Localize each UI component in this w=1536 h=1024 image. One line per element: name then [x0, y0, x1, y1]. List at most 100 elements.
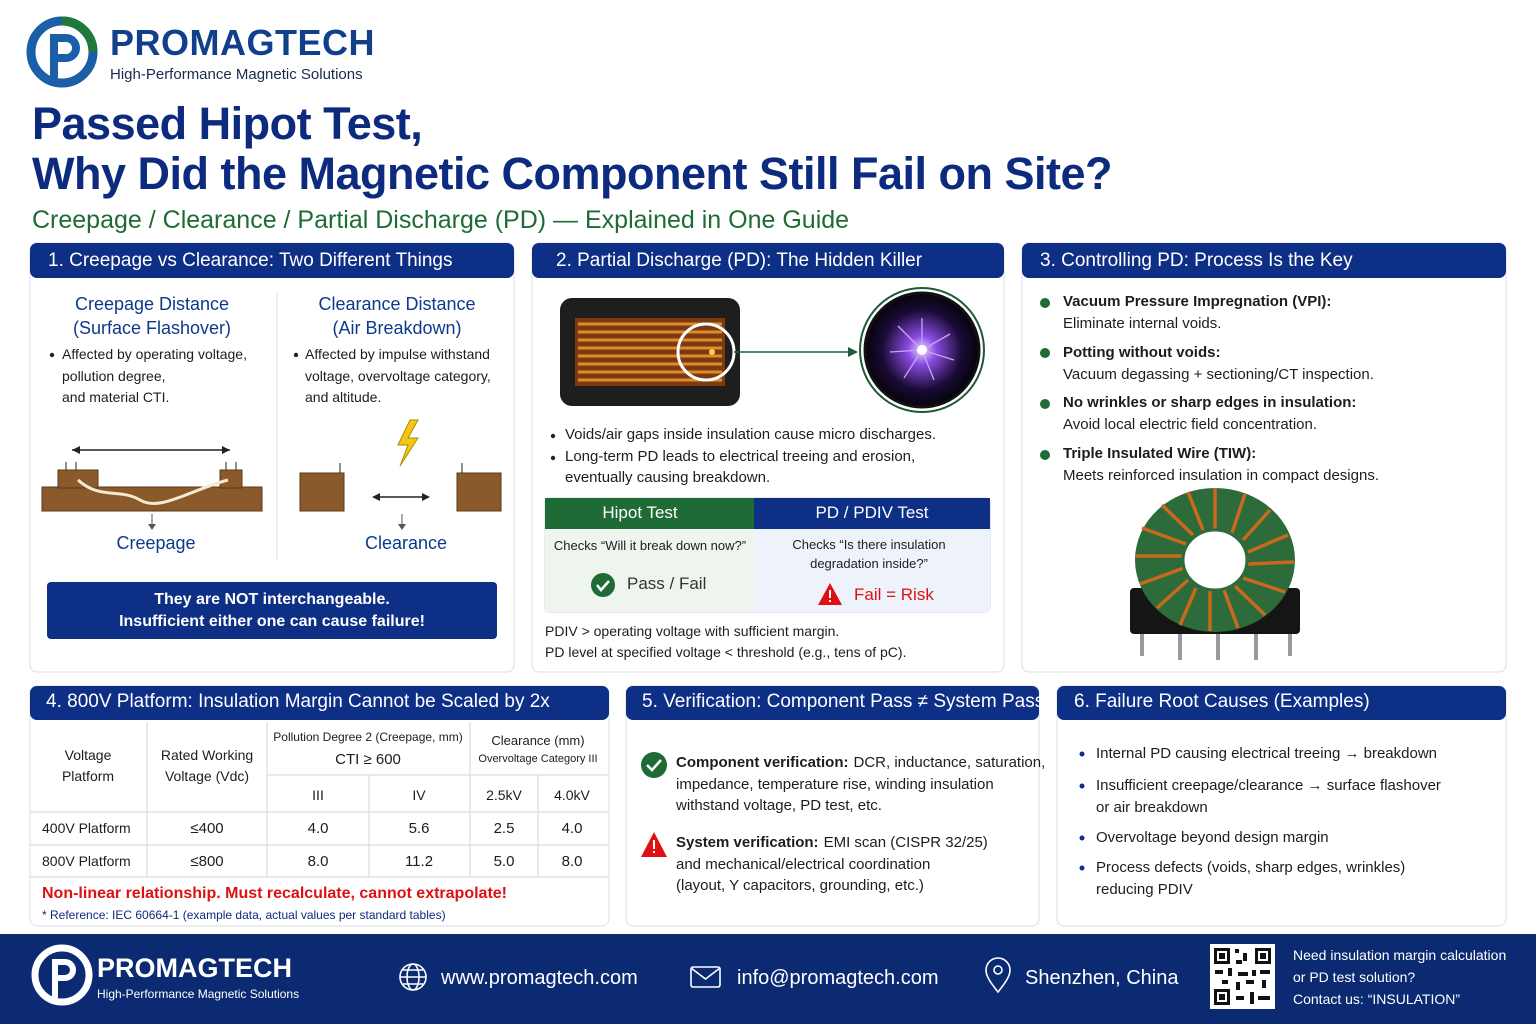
- table-cell: 2.5: [493, 820, 515, 837]
- graphic: [30, 243, 514, 278]
- contact-icons: [399, 957, 1011, 994]
- graphic: [41, 486, 263, 512]
- bullet-text: Process defects (voids, sharp edges, wri…: [1096, 859, 1406, 876]
- item-term: Potting without voids:: [1063, 343, 1221, 361]
- item-line: System verification: EMI scan (CISPR 32/2…: [676, 834, 988, 852]
- item-text: impedance, temperature rise, winding ins…: [676, 775, 994, 793]
- table-header: Voltage: [64, 747, 112, 763]
- graphic: [1233, 584, 1267, 617]
- panel-title: 3. Controlling PD: Process Is the Key: [1040, 250, 1353, 271]
- graphic: [921, 349, 935, 381]
- item-text: (layout, Y capacitors, grounding, etc.): [676, 877, 924, 894]
- table-cell: 8.0: [307, 853, 329, 870]
- graphic: [575, 318, 725, 386]
- graphic: [47, 582, 497, 639]
- note-text: Insufficient either one can cause failur…: [119, 613, 425, 630]
- graphic: [1215, 970, 1223, 974]
- item-text: DCR, inductance, saturation,: [853, 754, 1046, 771]
- footer-brand: PROMAGTECH: [97, 953, 292, 983]
- graphic: [1181, 528, 1249, 592]
- call-to-action: Contact us: “INSULATION”: [1293, 991, 1461, 1007]
- table-cell: 8.0: [561, 853, 583, 870]
- graphic: [1260, 970, 1270, 974]
- comparison-question: Checks “Will it break down now?”: [553, 538, 747, 553]
- item-text: withstand voltage, PD test, etc.: [676, 797, 882, 814]
- graphic: [1136, 488, 1295, 631]
- column-heading: Clearance Distance: [318, 294, 476, 314]
- panel-title: 5. Verification: Component Pass ≠ System…: [642, 691, 1045, 712]
- graphic: [31, 944, 93, 1006]
- table-header: Pollution Degree 2 (Creepage, mm): [273, 730, 463, 744]
- graphic: [1140, 634, 1292, 660]
- graphic: [545, 498, 754, 529]
- table-cell: 11.2: [404, 853, 434, 870]
- graphic: [1228, 968, 1232, 976]
- table-cell: ≤800: [190, 853, 224, 870]
- graphic: [889, 318, 955, 381]
- comparison-question: degradation inside?”: [810, 556, 928, 571]
- graphic: [1230, 493, 1247, 534]
- graphic: [293, 352, 299, 358]
- table-subheader: 2.5kV: [486, 787, 522, 803]
- graphic: [754, 498, 990, 529]
- graphic: [148, 524, 156, 530]
- bullet-text: reducing PDIV: [1096, 881, 1193, 898]
- bullet-text: Long-term PD leads to electrical treeing…: [565, 448, 916, 465]
- bullet-text: Affected by impulse withstand: [305, 346, 490, 362]
- graphic: [1242, 576, 1286, 594]
- bullet-text: Affected by operating voltage,: [62, 346, 247, 362]
- graphic: [897, 325, 923, 351]
- graphic: [591, 573, 615, 597]
- table-cell: 4.0: [561, 820, 583, 837]
- footer-tagline: High-Performance Magnetic Solutions: [97, 987, 300, 1001]
- item-term: No wrinkles or sharp edges in insulation…: [1063, 394, 1357, 412]
- graphic: [921, 333, 951, 351]
- graphic: [653, 840, 655, 849]
- comparison-heading: Hipot Test: [602, 503, 678, 522]
- graphic: [1250, 992, 1254, 1004]
- graphic: [50, 34, 80, 78]
- table-header: Clearance (mm): [491, 733, 585, 748]
- graphic: [889, 349, 923, 353]
- table-cell: 400V Platform: [42, 820, 131, 836]
- note-text: PDIV > operating voltage with sufficient…: [545, 623, 840, 639]
- graphic: [1238, 972, 1248, 976]
- item-detail: Vacuum degassing + sectioning/CT inspect…: [1063, 365, 1374, 383]
- graphic: [1236, 982, 1240, 990]
- graphic: [1236, 960, 1242, 964]
- bullet-text: and altitude.: [305, 389, 382, 405]
- clearance-diagram: [299, 419, 502, 530]
- graphic: [61, 16, 98, 53]
- graphic: [1141, 526, 1187, 546]
- graphic: [626, 686, 1039, 720]
- graphic: [30, 686, 609, 720]
- graphic: [550, 433, 556, 439]
- table-header: Rated Working: [160, 747, 254, 763]
- graphic: [1155, 578, 1190, 610]
- table-subheader: III: [312, 787, 324, 803]
- graphic: [1040, 298, 1050, 308]
- graphic: [690, 967, 721, 981]
- panel-title: 4. 800V Platform: Insulation Margin Cann…: [46, 691, 550, 712]
- table-lines: [30, 722, 609, 878]
- graphic: [1258, 996, 1270, 1000]
- brand-tagline: High-Performance Magnetic Solutions: [110, 66, 363, 83]
- item-detail: Eliminate internal voids.: [1063, 315, 1222, 332]
- table-cell: 800V Platform: [42, 853, 131, 869]
- item-term: Vacuum Pressure Impregnation (VPI):: [1063, 293, 1332, 310]
- footer-logo: [31, 944, 93, 1006]
- panel-title: 1. Creepage vs Clearance: Two Different …: [48, 250, 453, 271]
- graphic: [646, 759, 662, 772]
- graphic: [1183, 530, 1247, 590]
- location: Shenzhen, China: [1025, 967, 1179, 989]
- table-cell: ≤400: [190, 820, 224, 837]
- website: www.promagtech.com: [441, 967, 638, 989]
- item-term: Triple Insulated Wire (TIW):: [1063, 445, 1257, 463]
- creepage-diagram: [41, 446, 263, 530]
- table-header: Platform: [61, 768, 115, 784]
- graphic: [1040, 348, 1050, 358]
- item-detail: Avoid local electric field concentration…: [1063, 416, 1318, 434]
- graphic: [848, 347, 858, 357]
- graphic: [545, 529, 754, 612]
